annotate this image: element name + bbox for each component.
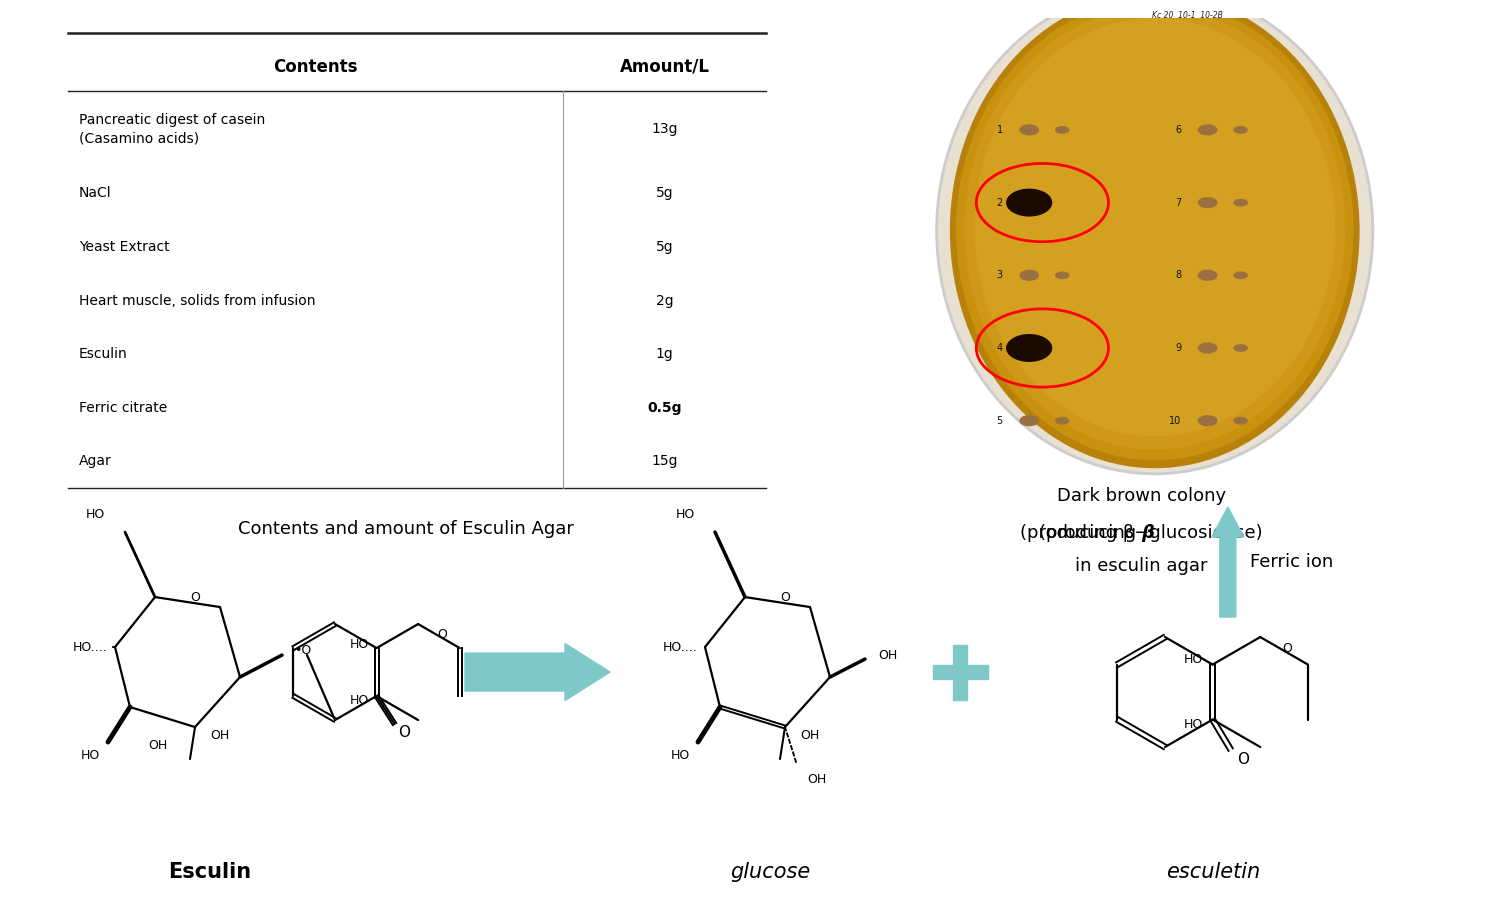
Text: 8: 8 [1175, 271, 1181, 281]
Text: OH: OH [210, 729, 230, 741]
Text: O: O [1283, 642, 1292, 655]
Ellipse shape [1197, 124, 1218, 135]
Text: HO: HO [671, 749, 689, 761]
Text: Contents: Contents [273, 58, 357, 76]
Text: Pancreatic digest of casein
(Casamino acids): Pancreatic digest of casein (Casamino ac… [80, 113, 266, 145]
Ellipse shape [964, 7, 1346, 449]
Text: 0.5g: 0.5g [647, 400, 682, 415]
Text: HO....: HO.... [662, 640, 697, 654]
Text: Heart muscle, solids from infusion: Heart muscle, solids from infusion [80, 293, 315, 308]
Text: Yeast Extract: Yeast Extract [80, 240, 170, 254]
Text: Esculin: Esculin [168, 862, 251, 882]
Text: Agar: Agar [80, 455, 111, 468]
Text: O: O [398, 724, 410, 740]
Text: OH: OH [801, 729, 819, 741]
Text: Ferric citrate: Ferric citrate [80, 400, 167, 415]
Text: 6: 6 [1175, 124, 1181, 135]
Ellipse shape [1054, 272, 1069, 280]
Text: HO: HO [81, 749, 101, 761]
Text: OH: OH [807, 772, 826, 786]
Text: O: O [781, 591, 790, 603]
Text: 9: 9 [1175, 343, 1181, 353]
Text: 5g: 5g [656, 240, 673, 254]
Text: 15g: 15g [652, 455, 677, 468]
Text: OH: OH [879, 649, 897, 661]
Ellipse shape [1020, 415, 1039, 427]
Ellipse shape [1020, 270, 1039, 281]
Text: β: β [1142, 523, 1155, 541]
Text: 5: 5 [996, 416, 1003, 426]
Text: HO: HO [86, 508, 105, 520]
Text: 4: 4 [997, 343, 1003, 353]
Text: 2: 2 [996, 198, 1003, 207]
Text: 7: 7 [1175, 198, 1181, 207]
Text: Contents and amount of Esculin Agar: Contents and amount of Esculin Agar [237, 520, 574, 538]
Text: O: O [437, 628, 448, 640]
Text: O: O [1236, 752, 1248, 767]
Text: glucose: glucose [730, 862, 810, 882]
Ellipse shape [1054, 126, 1069, 133]
Text: HO: HO [350, 638, 368, 650]
Text: esculetin: esculetin [1166, 862, 1260, 882]
Ellipse shape [949, 0, 1359, 468]
Ellipse shape [1054, 417, 1069, 425]
Ellipse shape [1006, 334, 1053, 362]
Text: 3: 3 [997, 271, 1003, 281]
FancyArrow shape [933, 665, 987, 679]
Text: in esculin agar: in esculin agar [1075, 557, 1208, 575]
Ellipse shape [1020, 124, 1039, 135]
Ellipse shape [975, 18, 1335, 437]
Text: 13g: 13g [652, 122, 677, 136]
Text: 1g: 1g [656, 347, 673, 361]
Text: HO....: HO.... [72, 640, 107, 654]
Text: HO: HO [1184, 718, 1203, 731]
Text: HO: HO [350, 694, 368, 706]
Text: 1: 1 [997, 124, 1003, 135]
FancyArrow shape [952, 645, 967, 700]
Text: HO: HO [1184, 653, 1203, 666]
Text: OH: OH [149, 739, 167, 751]
Ellipse shape [937, 0, 1373, 474]
Text: NaCl: NaCl [80, 187, 111, 200]
Text: Dark brown colony: Dark brown colony [1057, 487, 1226, 505]
Text: Kc 20  10-1  10-2B: Kc 20 10-1 10-2B [1152, 11, 1223, 20]
Text: •O: •O [294, 643, 311, 657]
Text: (producing β−glucosidase): (producing β−glucosidase) [1020, 523, 1263, 541]
Ellipse shape [1233, 417, 1248, 425]
Text: 2g: 2g [656, 293, 673, 308]
Ellipse shape [1197, 343, 1218, 354]
Text: (producing: (producing [1039, 523, 1142, 541]
Text: Amount/L: Amount/L [620, 58, 709, 76]
Ellipse shape [1233, 344, 1248, 352]
Ellipse shape [1197, 270, 1218, 281]
FancyArrow shape [1212, 507, 1244, 617]
Ellipse shape [1233, 272, 1248, 280]
Ellipse shape [1197, 415, 1218, 427]
Text: Esculin: Esculin [80, 347, 128, 361]
Text: HO: HO [676, 508, 695, 520]
FancyArrow shape [466, 643, 610, 701]
Ellipse shape [1233, 198, 1248, 207]
Text: 5g: 5g [656, 187, 673, 200]
Text: O: O [191, 591, 200, 603]
Text: Ferric ion: Ferric ion [1250, 553, 1334, 571]
Ellipse shape [955, 0, 1353, 460]
Ellipse shape [1197, 197, 1218, 208]
Ellipse shape [1233, 126, 1248, 133]
Text: 10: 10 [1169, 416, 1181, 426]
Ellipse shape [1006, 189, 1053, 216]
